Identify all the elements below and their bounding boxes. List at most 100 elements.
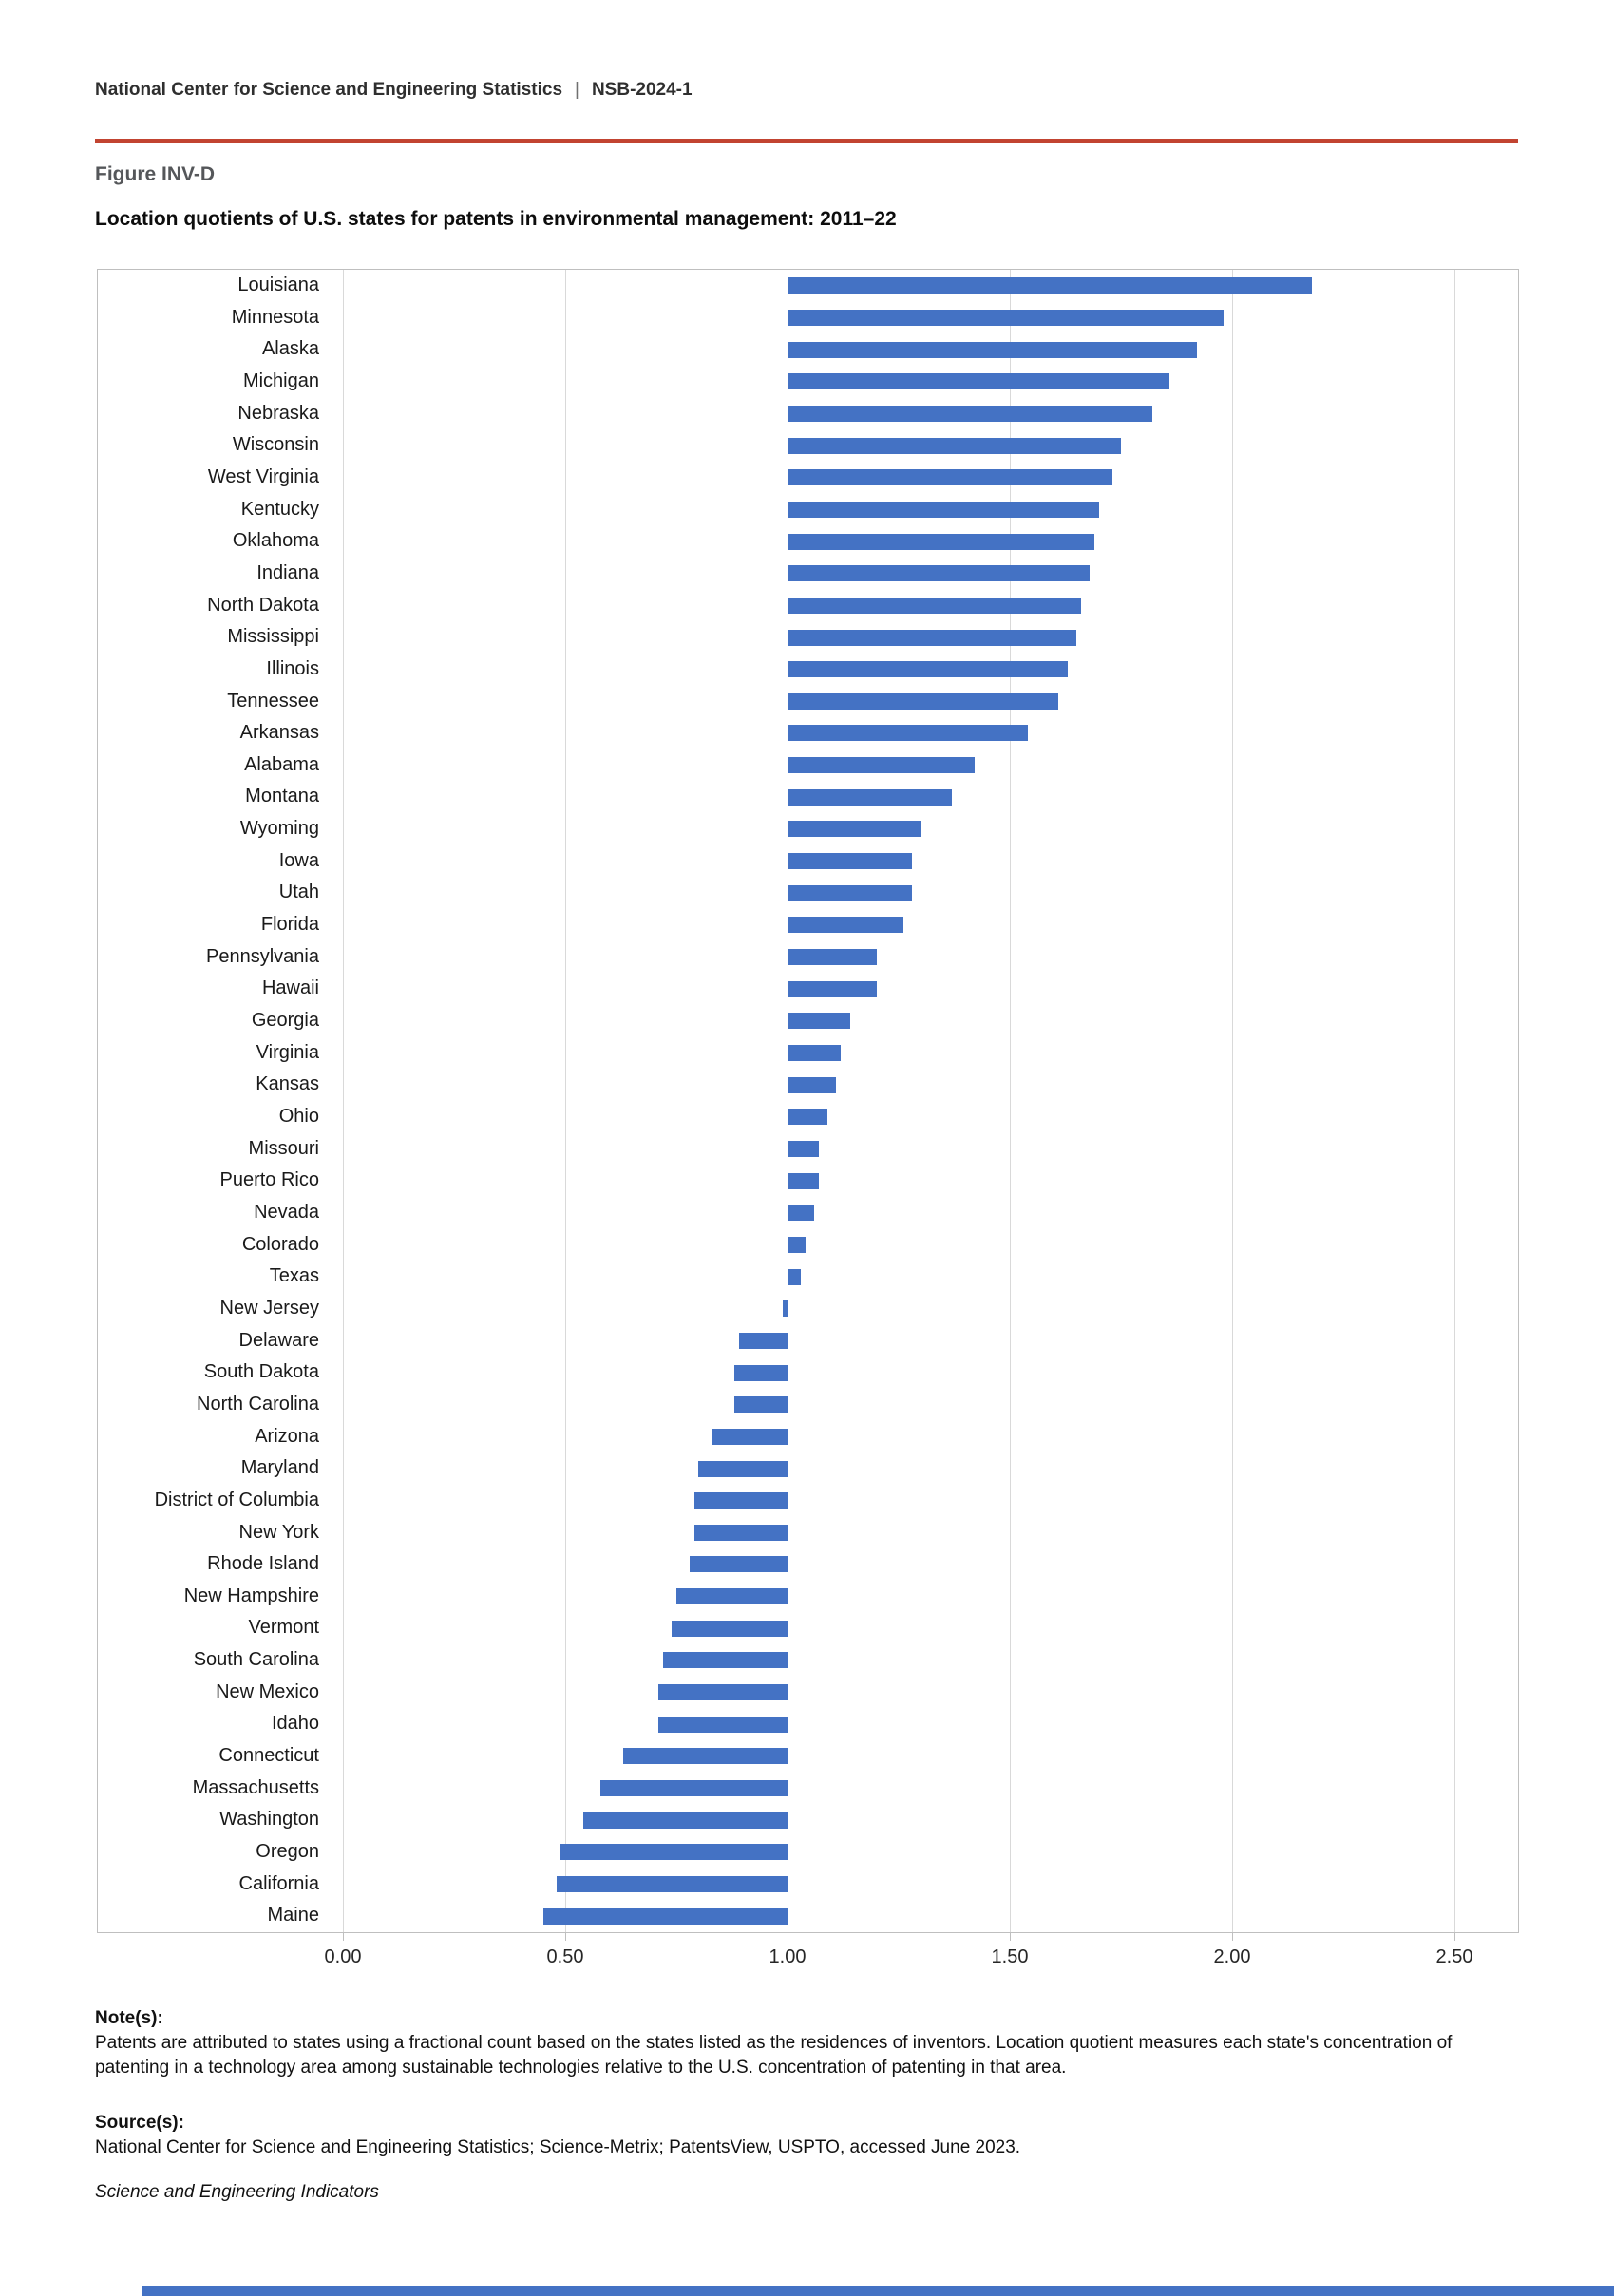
state-label: Kansas: [256, 1073, 319, 1095]
figure-title: Location quotients of U.S. states for pa…: [95, 208, 897, 230]
bar: [600, 1780, 788, 1797]
bar: [788, 1013, 850, 1030]
state-label: Louisiana: [237, 275, 319, 295]
state-label: Nebraska: [237, 402, 319, 424]
header-report-id: NSB-2024-1: [591, 80, 693, 100]
state-label: Arkansas: [239, 722, 319, 744]
state-label: New Jersey: [219, 1297, 319, 1319]
bar: [693, 1492, 788, 1509]
bar: [788, 1076, 837, 1093]
x-tick-label: 2.50: [1435, 1946, 1473, 1967]
state-label: District of Columbia: [154, 1489, 319, 1510]
gridline: [1454, 270, 1455, 1932]
state-label: Vermont: [248, 1617, 319, 1639]
header-org: National Center for Science and Engineer…: [95, 80, 563, 100]
bar: [788, 725, 1028, 742]
figure-label: Figure INV-D: [95, 163, 216, 185]
state-label: Florida: [260, 914, 319, 936]
state-label: Connecticut: [218, 1745, 319, 1767]
bar: [788, 980, 877, 997]
bar: [712, 1428, 788, 1445]
header-separator: |: [575, 80, 579, 100]
gridline: [1232, 270, 1233, 1932]
state-label: Ohio: [278, 1106, 319, 1127]
notes-section: Note(s): Patents are attributed to state…: [95, 2006, 1520, 2080]
state-label: Idaho: [271, 1713, 319, 1735]
state-label: New Mexico: [216, 1680, 319, 1702]
bar: [658, 1684, 788, 1701]
state-label: Hawaii: [261, 977, 319, 999]
state-label: New York: [238, 1521, 320, 1543]
state-label: Indiana: [256, 561, 319, 583]
state-label: Washington: [219, 1809, 319, 1831]
bar: [788, 1268, 802, 1285]
state-label: California: [238, 1872, 319, 1894]
tick-mark: [1010, 1933, 1011, 1941]
x-tick-label: 2.00: [1213, 1946, 1251, 1967]
bar: [622, 1748, 788, 1765]
source-section: Source(s): National Center for Science a…: [95, 2111, 1520, 2160]
bar: [788, 949, 877, 966]
state-label: Kentucky: [240, 498, 319, 520]
bar: [582, 1812, 788, 1829]
source-body: National Center for Science and Engineer…: [95, 2137, 1021, 2157]
bar: [788, 501, 1099, 518]
bar: [658, 1716, 788, 1733]
state-label: Tennessee: [227, 690, 319, 712]
x-tick-label: 1.50: [991, 1946, 1029, 1967]
bar: [788, 917, 903, 934]
indicators-note: Science and Engineering Indicators: [95, 2182, 379, 2202]
bar: [788, 373, 1170, 390]
bar: [690, 1556, 788, 1573]
x-tick-label: 0.50: [546, 1946, 584, 1967]
bar: [788, 341, 1197, 358]
bar: [676, 1588, 788, 1605]
page-header: National Center for Science and Engineer…: [95, 80, 693, 101]
bar: [788, 1109, 828, 1126]
bar: [788, 405, 1152, 422]
bar: [788, 629, 1077, 646]
source-heading: Source(s):: [95, 2113, 184, 2133]
gridline: [565, 270, 566, 1932]
bar: [542, 1907, 788, 1925]
bar: [733, 1396, 788, 1414]
bar: [788, 309, 1224, 326]
state-label: Alaska: [261, 338, 319, 360]
state-label: Maine: [267, 1905, 319, 1926]
state-label: Utah: [278, 882, 319, 903]
x-tick-label: 0.00: [324, 1946, 362, 1967]
state-label: Texas: [269, 1265, 319, 1287]
state-label: Montana: [245, 786, 319, 807]
bar: [788, 277, 1313, 294]
state-label: Delaware: [238, 1329, 319, 1351]
state-label: Wisconsin: [232, 434, 319, 456]
bar: [788, 1045, 842, 1062]
tick-mark: [1454, 1933, 1455, 1941]
bar: [560, 1844, 788, 1861]
state-label: West Virginia: [207, 465, 319, 487]
state-label: Alabama: [244, 753, 319, 775]
tick-mark: [343, 1933, 344, 1941]
state-label: Puerto Rico: [219, 1169, 320, 1191]
state-label: Minnesota: [231, 306, 319, 328]
gridline: [1010, 270, 1011, 1932]
bar: [672, 1620, 788, 1637]
bar: [662, 1652, 788, 1669]
bar: [788, 884, 913, 901]
state-label: Nevada: [254, 1201, 319, 1223]
bar: [693, 1524, 788, 1541]
state-label: South Dakota: [203, 1361, 319, 1383]
state-label: Maryland: [240, 1457, 319, 1479]
page-footer-bar: [142, 2286, 1614, 2296]
bar: [788, 1172, 819, 1189]
bar: [788, 788, 953, 806]
bar: [788, 1140, 819, 1157]
state-label: Iowa: [278, 849, 319, 871]
state-label: Colorado: [241, 1233, 319, 1255]
state-label: Rhode Island: [207, 1553, 319, 1575]
bar: [788, 693, 1059, 710]
bar: [788, 757, 975, 774]
bar: [788, 565, 1091, 582]
state-label: Pennsylvania: [206, 945, 319, 967]
bar: [788, 821, 921, 838]
